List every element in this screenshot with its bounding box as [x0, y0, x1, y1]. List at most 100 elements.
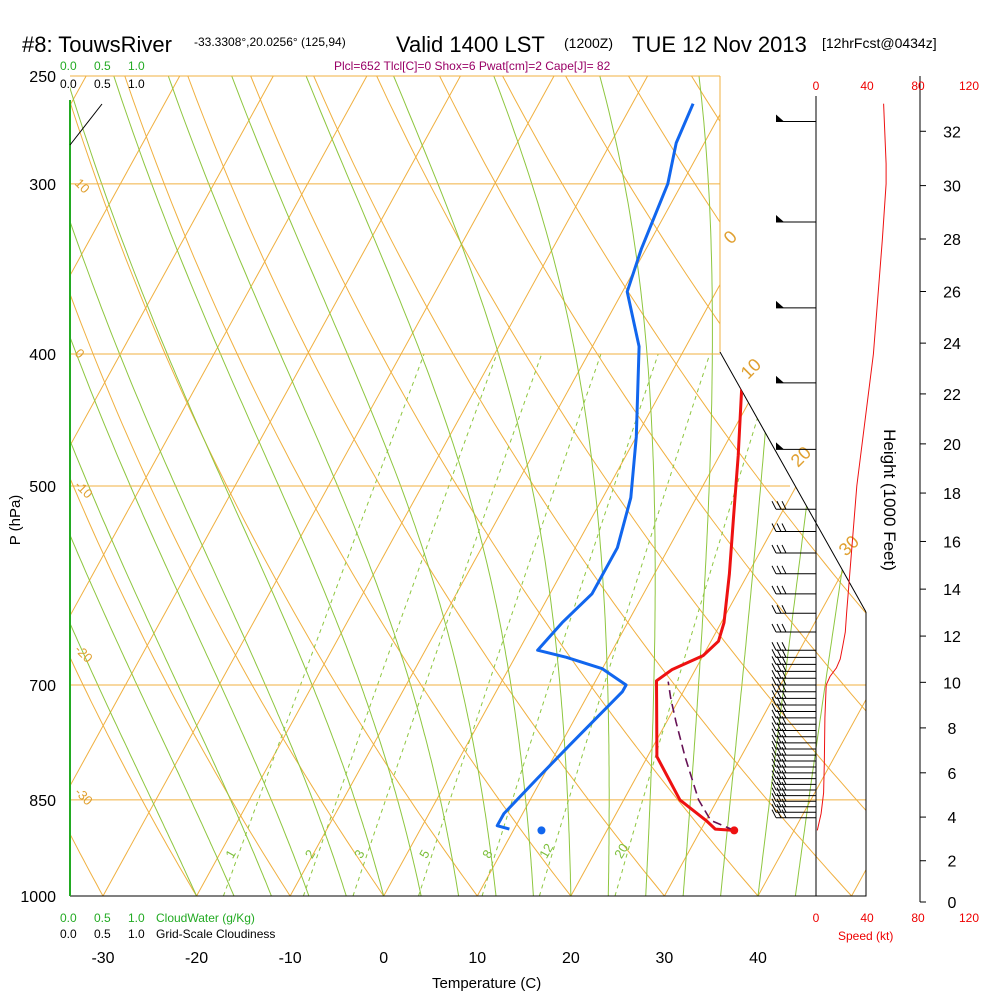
dry-adiabat-line: [70, 76, 198, 896]
wind-barb-feather: [771, 605, 777, 614]
wind-barb-feather: [776, 523, 782, 532]
isotherm-line: [70, 76, 181, 896]
wind-barb-feather: [776, 809, 782, 818]
dry-adiabat-line: [70, 76, 478, 896]
moist-adiabat-line: [393, 76, 572, 896]
isotherm-line: [757, 76, 866, 896]
wind-barb-feather: [776, 776, 782, 785]
speed-tick: 0: [813, 911, 820, 925]
wind-barb-feather: [771, 776, 777, 785]
wind-barb-feather: [771, 641, 777, 651]
wind-barb-feather: [771, 676, 777, 686]
isotherm-label: -10: [72, 478, 96, 502]
wind-barb-feather: [776, 690, 782, 699]
wind-barb-feather: [781, 781, 787, 791]
surface-point: [537, 826, 546, 835]
pressure-tick: 300: [29, 177, 56, 194]
wind-barb-feather: [781, 798, 787, 808]
cloud-water-tick: 0.5: [94, 911, 111, 925]
wind-barb-feather: [776, 544, 782, 554]
cloudiness-tick: 0.0: [60, 77, 77, 91]
moist-adiabat-line: [231, 76, 497, 896]
cloudiness-tick: 1.0: [128, 77, 145, 91]
height-axis-label: Height (1000 Feet): [880, 429, 899, 571]
wind-barb-feather: [776, 663, 782, 672]
cloud-water-scale-bottom: 0.0 0.5 1.0 CloudWater (g/Kg) 0.0 0.5 1.…: [60, 911, 275, 941]
height-tick: 4: [948, 810, 957, 827]
moist-adiabat-line: [70, 76, 310, 896]
mixing-ratio-line: [302, 353, 498, 896]
wind-barb-feather: [771, 500, 777, 510]
wind-barb-feather: [771, 787, 777, 796]
temperature-tick: 10: [468, 950, 486, 967]
wind-barb-feather: [781, 500, 787, 510]
wind-barb-feather: [771, 663, 777, 672]
moist-adiabat-line: [70, 76, 385, 896]
isotherm-label: 0: [720, 227, 741, 248]
wind-barb-feather: [776, 709, 782, 719]
wind-barb-feather: [771, 649, 777, 658]
mixing-ratio-label: 1: [222, 847, 239, 861]
cloud-water-tick: 0.5: [94, 59, 111, 73]
moist-adiabat-line: [493, 76, 610, 896]
moist-adiabat-line: [70, 76, 235, 896]
x-axis-label: Temperature (C): [432, 975, 541, 992]
mixing-ratio-line: [222, 353, 425, 896]
height-tick: 12: [943, 629, 961, 646]
wind-barb-feather: [776, 670, 782, 679]
temperature-tick: 30: [656, 950, 674, 967]
wind-barb-feather: [781, 605, 787, 614]
mixing-ratio-label: 12: [536, 841, 556, 861]
wind-barb-feather: [781, 770, 787, 779]
speed-tick: 40: [860, 911, 874, 925]
dry-adiabat-line: [313, 76, 852, 896]
speed-tick: 120: [959, 911, 979, 925]
isotherm-line: [70, 76, 274, 896]
height-tick: 26: [943, 285, 961, 302]
wind-barb-feather: [781, 703, 787, 712]
dry-adiabat-line: [187, 76, 665, 896]
wind-barb-feather: [776, 758, 782, 768]
wind-barb-feather: [776, 676, 782, 686]
wind-barb-feather: [776, 696, 782, 706]
wind-barb-feather: [771, 709, 777, 719]
moist-adiabat-line: [113, 76, 422, 896]
wind-barb-feather: [781, 787, 787, 796]
wind-barb-feather: [781, 764, 787, 774]
wind-barb-feather: [771, 809, 777, 818]
moist-adiabat-line: [70, 76, 198, 896]
wind-barb-feather: [771, 523, 777, 532]
wind-barb-feather: [781, 565, 787, 575]
speed-axis-top: 0 40 80 120: [813, 79, 980, 93]
wind-barb-flag: [776, 215, 784, 223]
wind-barb-feather: [776, 770, 782, 779]
wind-barb-feather: [781, 544, 787, 554]
temperature-tick: 0: [379, 950, 388, 967]
cloudiness-tick: 1.0: [128, 927, 145, 941]
wind-barb-feather: [771, 544, 777, 554]
wind-barb-feather: [776, 722, 782, 731]
speed-tick: 40: [860, 79, 874, 93]
wind-barb-feather: [771, 696, 777, 706]
plot-frame: [69, 76, 867, 897]
cloud-water-scale-top: 0.0 0.5 1.0 0.0 0.5 1.0: [60, 59, 145, 91]
wind-barb-feather: [771, 746, 777, 756]
wind-barb-feather: [771, 793, 777, 802]
wind-barb-feather: [771, 716, 777, 725]
isotherm-line: [663, 76, 866, 896]
dry-adiabat-line: [124, 76, 572, 896]
height-tick: 18: [943, 486, 961, 503]
wind-barb-feather: [781, 585, 787, 595]
wind-barb-feather: [771, 585, 777, 595]
wind-barb-feather: [781, 670, 787, 679]
cloudiness-line: [69, 103, 103, 146]
wind-barb-feather: [781, 793, 787, 802]
cloudiness-label: Grid-Scale Cloudiness: [156, 927, 275, 941]
isotherm-label: -30: [72, 784, 96, 808]
isotherm-label: 10: [72, 175, 93, 196]
y-axis-label: P (hPa): [7, 495, 24, 546]
wind-barb-feather: [771, 770, 777, 779]
moist-adiabat-line: [682, 76, 713, 896]
